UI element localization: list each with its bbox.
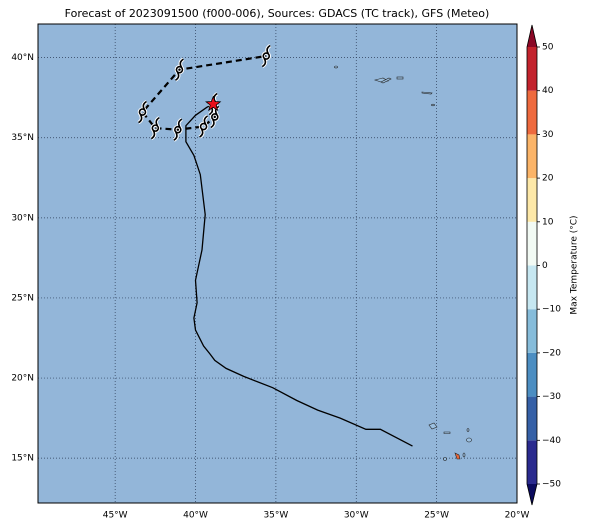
- hurricane-glyph: [175, 58, 184, 81]
- x-tick-label: 25°W: [424, 511, 449, 521]
- x-tick-label: 40°W: [183, 511, 208, 521]
- island: [454, 452, 461, 460]
- hurricane-marker: [261, 44, 272, 69]
- y-tick-label: 40°N: [11, 53, 34, 63]
- island: [466, 437, 472, 443]
- colorbar-tick-label: 40: [542, 86, 554, 96]
- y-tick-label: 25°N: [11, 293, 34, 303]
- colorbar-tick-label: 20: [542, 174, 554, 184]
- colorbar-tick-label: −20: [542, 348, 561, 358]
- colorbar-tick-label: −40: [542, 436, 561, 446]
- colorbar-segment: [527, 47, 537, 91]
- colorbar-tick-label: 30: [542, 130, 554, 140]
- colorbar-segment: [527, 396, 537, 441]
- colorbar-segment: [527, 90, 537, 135]
- hurricane-marker: [172, 117, 183, 142]
- colorbar-segment: [527, 309, 537, 353]
- x-tick-label: 35°W: [263, 511, 288, 521]
- colorbar-tick-label: −30: [542, 392, 561, 402]
- hurricane-glyph: [199, 115, 209, 138]
- colorbar-tick-label: 10: [542, 217, 554, 227]
- y-tick-label: 30°N: [11, 213, 34, 223]
- island: [462, 452, 466, 458]
- colorbar-tick-label: 0: [542, 261, 548, 271]
- colorbar-segment: [527, 352, 537, 397]
- hurricane-marker: [198, 114, 209, 139]
- colorbar-extend: [527, 25, 537, 47]
- hurricane-marker: [150, 116, 161, 141]
- x-tick-label: 45°W: [103, 511, 128, 521]
- map-area: [38, 24, 517, 503]
- island: [334, 65, 338, 69]
- x-tick-label: 20°W: [505, 511, 530, 521]
- colorbar-segment: [527, 221, 537, 266]
- islands: [334, 65, 472, 461]
- y-tick-label: 20°N: [11, 374, 34, 384]
- current-position: [205, 95, 222, 112]
- track-line: [185, 103, 413, 447]
- hurricane-glyph: [138, 100, 147, 124]
- colorbar-tick-label: 50: [542, 43, 554, 53]
- hurricane-glyph: [210, 105, 220, 129]
- colorbar-segment: [527, 265, 537, 310]
- x-tick-label: 30°W: [344, 511, 369, 521]
- colorbar-tick-label: −10: [542, 305, 561, 315]
- chart-title: Forecast of 2023091500 (f000-006), Sourc…: [65, 7, 490, 20]
- hurricane-marker: [174, 57, 185, 82]
- hurricane-glyph: [173, 118, 183, 141]
- island: [396, 76, 404, 80]
- island: [431, 103, 435, 107]
- colorbar-segment: [527, 440, 537, 484]
- colorbar-segment: [527, 134, 537, 179]
- island: [421, 91, 433, 95]
- hurricane-marker: [209, 104, 220, 129]
- colorbar-label: Max Temperature (°C): [570, 215, 580, 314]
- map-frame: [37, 23, 518, 504]
- island: [466, 428, 470, 432]
- island: [443, 457, 447, 461]
- hurricane-glyph: [150, 116, 160, 140]
- island: [428, 422, 438, 430]
- island: [443, 431, 451, 434]
- island: [380, 77, 392, 84]
- y-tick-label: 15°N: [11, 454, 34, 464]
- colorbar-segment: [527, 178, 537, 222]
- y-tick-label: 35°N: [11, 133, 34, 143]
- hurricane-marker: [137, 100, 148, 125]
- colorbar-tick-label: −50: [542, 480, 561, 490]
- hurricane-glyph: [261, 44, 271, 68]
- colorbar-extend: [527, 484, 537, 505]
